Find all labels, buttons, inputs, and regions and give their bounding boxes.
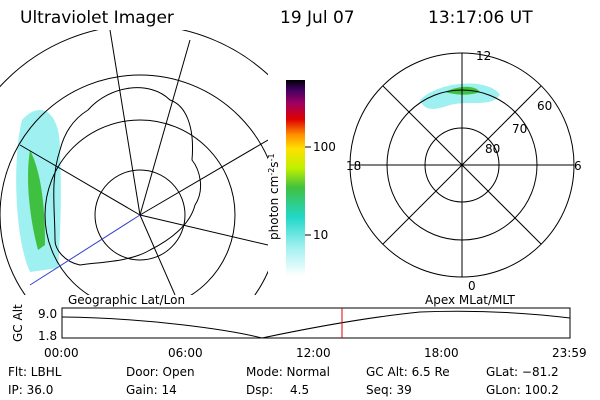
lat-label: 80	[485, 142, 500, 156]
mlt-label: 18	[346, 159, 361, 173]
cb-tick: 100	[313, 140, 336, 154]
footer: 4.5	[290, 383, 309, 397]
time: 13:17:06 UT	[428, 8, 533, 28]
y-axis-label: GC Alt	[11, 304, 25, 342]
colorbar	[286, 80, 305, 276]
x-label: 18:00	[424, 346, 459, 360]
x-label: 06:00	[168, 346, 203, 360]
cb-tick: 10	[313, 228, 328, 242]
geo-map	[0, 30, 268, 295]
lat-label: 70	[512, 122, 527, 136]
y-label: 1.8	[38, 329, 57, 343]
footer: Flt: LBHL	[8, 365, 62, 379]
aurora-core	[27, 150, 45, 250]
alt-curve	[61, 310, 571, 339]
footer: GLat: −81.2	[486, 365, 559, 379]
panel-label: Geographic Lat/Lon	[68, 293, 185, 307]
panel-label: Apex MLat/MLT	[425, 293, 515, 307]
footer: IP: 36.0	[8, 383, 53, 397]
y-label: 9.0	[38, 307, 57, 321]
mlt-label: 6	[574, 159, 582, 173]
lat-label: 60	[537, 99, 552, 113]
coastline	[53, 87, 202, 266]
x-label: 12:00	[296, 346, 331, 360]
footer: Dsp:	[246, 383, 273, 397]
title: Ultraviolet Imager	[20, 8, 174, 28]
mlt-label: 12	[476, 49, 491, 63]
footer: Gain: 14	[126, 383, 177, 397]
footer: Mode: Normal	[246, 365, 330, 379]
footer: Door: Open	[126, 365, 195, 379]
footer: GLon: 100.2	[486, 383, 559, 397]
footer: Seq: 39	[366, 383, 412, 397]
x-label: 23:59	[552, 346, 587, 360]
cb-label: photon cm-2s-1	[267, 153, 281, 240]
x-label: 00:00	[44, 346, 79, 360]
polar-plot	[349, 52, 575, 278]
footer: GC Alt: 6.5 Re	[366, 365, 450, 379]
date: 19 Jul 07	[280, 8, 355, 28]
mlt-label: 0	[468, 279, 476, 293]
time-plot	[61, 307, 571, 339]
